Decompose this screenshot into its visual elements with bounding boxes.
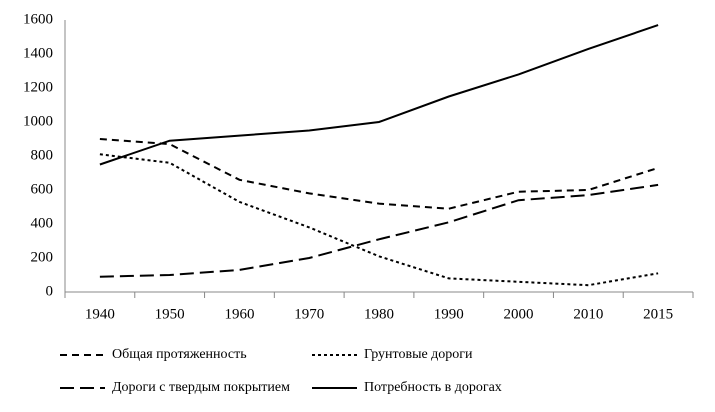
y-tick-label: 600 <box>31 181 54 197</box>
x-tick-label: 2010 <box>573 306 603 322</box>
legend-label: Дороги с твердым покрытием <box>112 380 290 395</box>
x-tick-label: 1970 <box>294 306 324 322</box>
x-tick-label: 1980 <box>364 306 394 322</box>
series-line <box>99 183 659 278</box>
series-line <box>99 138 659 210</box>
x-tick-label: 2000 <box>504 306 534 322</box>
legend-label: Потребность в дорогах <box>364 380 502 395</box>
x-tick-label: 1990 <box>434 306 464 322</box>
y-tick-label: 1400 <box>23 45 53 61</box>
series-line <box>99 24 659 166</box>
series-line <box>99 153 659 287</box>
y-tick-label: 1200 <box>23 79 53 95</box>
x-tick-label: 1950 <box>155 306 185 322</box>
legend-label: Грунтовые дороги <box>364 347 473 362</box>
x-tick-label: 1940 <box>85 306 115 322</box>
y-tick-label: 800 <box>31 147 54 163</box>
x-tick-label: 2015 <box>643 306 673 322</box>
y-tick-label: 1000 <box>23 113 53 129</box>
y-tick-label: 0 <box>46 283 54 299</box>
y-tick-label: 1600 <box>23 11 53 27</box>
y-tick-label: 200 <box>31 249 54 265</box>
x-tick-label: 1960 <box>224 306 254 322</box>
y-tick-label: 400 <box>31 215 54 231</box>
legend-label: Общая протяженность <box>112 347 247 362</box>
